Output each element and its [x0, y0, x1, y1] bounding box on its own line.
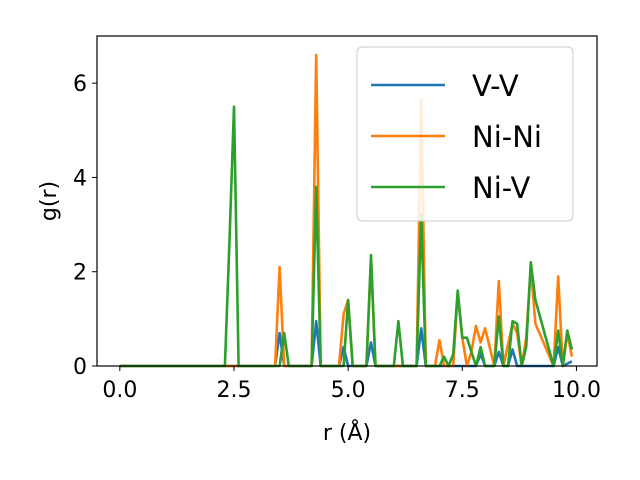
legend-entry: V-V [472, 69, 519, 103]
x-axis-label: r (Å) [323, 419, 371, 446]
x-tick-label: 7.5 [445, 378, 480, 403]
legend-entry: Ni-V [472, 171, 531, 205]
legend-entry: Ni-Ni [472, 120, 542, 154]
x-axis-ticks: 0.0 2.5 5.0 7.5 10.0 [102, 366, 601, 403]
x-tick-label: 0.0 [102, 378, 137, 403]
y-tick-label: 6 [73, 72, 87, 97]
legend: V-V Ni-Ni Ni-V [356, 46, 574, 222]
y-axis-ticks: 0 2 4 6 [73, 72, 97, 380]
y-tick-label: 4 [73, 166, 87, 191]
y-tick-label: 2 [73, 261, 87, 286]
legend-box [356, 46, 574, 222]
x-tick-label: 5.0 [331, 378, 366, 403]
series-line-v-v [119, 319, 573, 368]
x-tick-label: 10.0 [552, 378, 601, 403]
x-tick-label: 2.5 [216, 378, 251, 403]
y-axis-label: g(r) [37, 181, 62, 221]
plot-frame [96, 35, 598, 367]
y-tick-label: 0 [73, 355, 87, 380]
